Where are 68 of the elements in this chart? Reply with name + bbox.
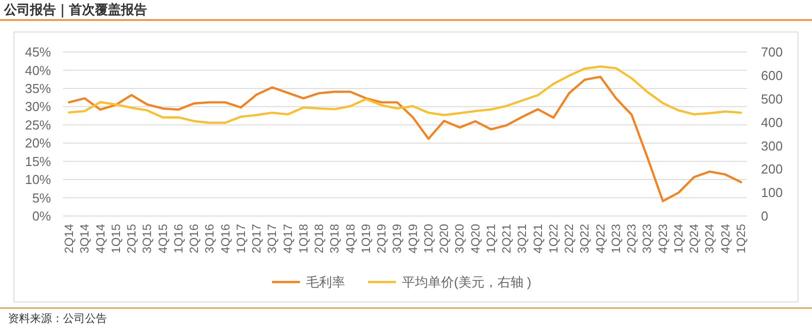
- x-tick-label: 2Q22: [562, 224, 576, 254]
- y2-tick-label: 700: [761, 44, 783, 60]
- x-tick-label: 4Q17: [280, 224, 295, 254]
- y2-tick-label: 0: [761, 208, 768, 224]
- x-tick-label: 2Q15: [124, 224, 139, 254]
- x-tick-label: 1Q24: [671, 224, 686, 254]
- x-tick-label: 3Q16: [202, 224, 217, 254]
- y2-tick-label: 500: [761, 91, 783, 106]
- x-tick-label: 3Q21: [515, 224, 530, 254]
- y-tick-label: 15%: [24, 154, 52, 169]
- x-tick-label: 1Q18: [296, 224, 310, 254]
- y2-tick-label: 200: [761, 162, 783, 177]
- x-tick-label: 4Q14: [93, 224, 108, 254]
- x-tick-label: 1Q22: [546, 224, 560, 254]
- x-tick-label: 2Q23: [624, 224, 639, 254]
- y-tick-label: 20%: [24, 136, 52, 151]
- x-tick-label: 2Q16: [187, 224, 202, 254]
- y2-tick-label: 600: [761, 68, 783, 83]
- x-tick-label: 1Q23: [608, 224, 623, 254]
- x-tick-label: 3Q20: [452, 224, 467, 254]
- x-tick-label: 1Q17: [234, 224, 248, 254]
- x-tick-label: 2Q24: [687, 224, 702, 254]
- text: 资料来源：公司公告: [8, 312, 107, 325]
- x-tick-label: 4Q19: [406, 224, 420, 254]
- x-tick-label: 1Q15: [108, 224, 123, 254]
- y-tick-label: 0%: [32, 208, 52, 224]
- x-tick-label: 3Q15: [140, 224, 154, 254]
- y-tick-label: 35%: [24, 80, 52, 96]
- x-tick-label: 3Q18: [328, 224, 342, 254]
- x-tick-label: 3Q24: [702, 224, 717, 254]
- x-tick-label: 2Q19: [374, 224, 389, 254]
- y-tick-label: 40%: [24, 62, 52, 78]
- x-tick-label: 3Q22: [578, 224, 592, 254]
- x-tick-label: 4Q15: [156, 224, 170, 254]
- x-tick-label: 3Q19: [390, 224, 404, 254]
- legend-label: 毛利率: [306, 274, 345, 290]
- text: 公司报告｜首次覆盖报告: [3, 2, 147, 18]
- x-tick-label: 4Q18: [343, 224, 358, 254]
- x-tick-label: 2Q21: [500, 224, 514, 254]
- x-tick-label: 2Q17: [250, 224, 264, 254]
- x-tick-label: 3Q23: [640, 224, 654, 254]
- y2-tick-label: 300: [761, 138, 783, 154]
- x-tick-label: 1Q25: [734, 224, 748, 254]
- y-tick-label: 45%: [24, 44, 52, 60]
- x-tick-label: 3Q14: [78, 224, 92, 254]
- x-tick-label: 2Q20: [437, 224, 452, 254]
- x-tick-label: 1Q16: [171, 224, 186, 254]
- y-tick-label: 10%: [24, 172, 52, 188]
- x-tick-label: 4Q24: [718, 224, 732, 254]
- y-tick-label: 25%: [24, 117, 52, 132]
- line-series: [68, 76, 742, 202]
- x-tick-label: 4Q20: [468, 224, 482, 254]
- x-tick-label: 4Q21: [530, 224, 545, 254]
- x-tick-label: 4Q23: [656, 224, 670, 254]
- x-tick-label: 2Q14: [62, 224, 76, 254]
- y2-tick-label: 100: [761, 185, 783, 200]
- x-tick-label: 1Q19: [358, 224, 373, 254]
- y2-tick-label: 400: [761, 114, 783, 130]
- x-tick-label: 1Q20: [421, 224, 436, 254]
- line-series: [68, 65, 742, 124]
- x-tick-label: 2Q18: [312, 224, 326, 254]
- y-tick-label: 30%: [24, 99, 52, 114]
- x-tick-label: 4Q22: [593, 224, 608, 254]
- x-tick-label: 3Q17: [265, 224, 280, 254]
- x-tick-label: 1Q21: [484, 224, 498, 254]
- x-tick-label: 4Q16: [218, 224, 232, 254]
- y-tick-label: 5%: [32, 190, 52, 206]
- legend-label: 平均单价(美元，右轴 ): [402, 274, 532, 290]
